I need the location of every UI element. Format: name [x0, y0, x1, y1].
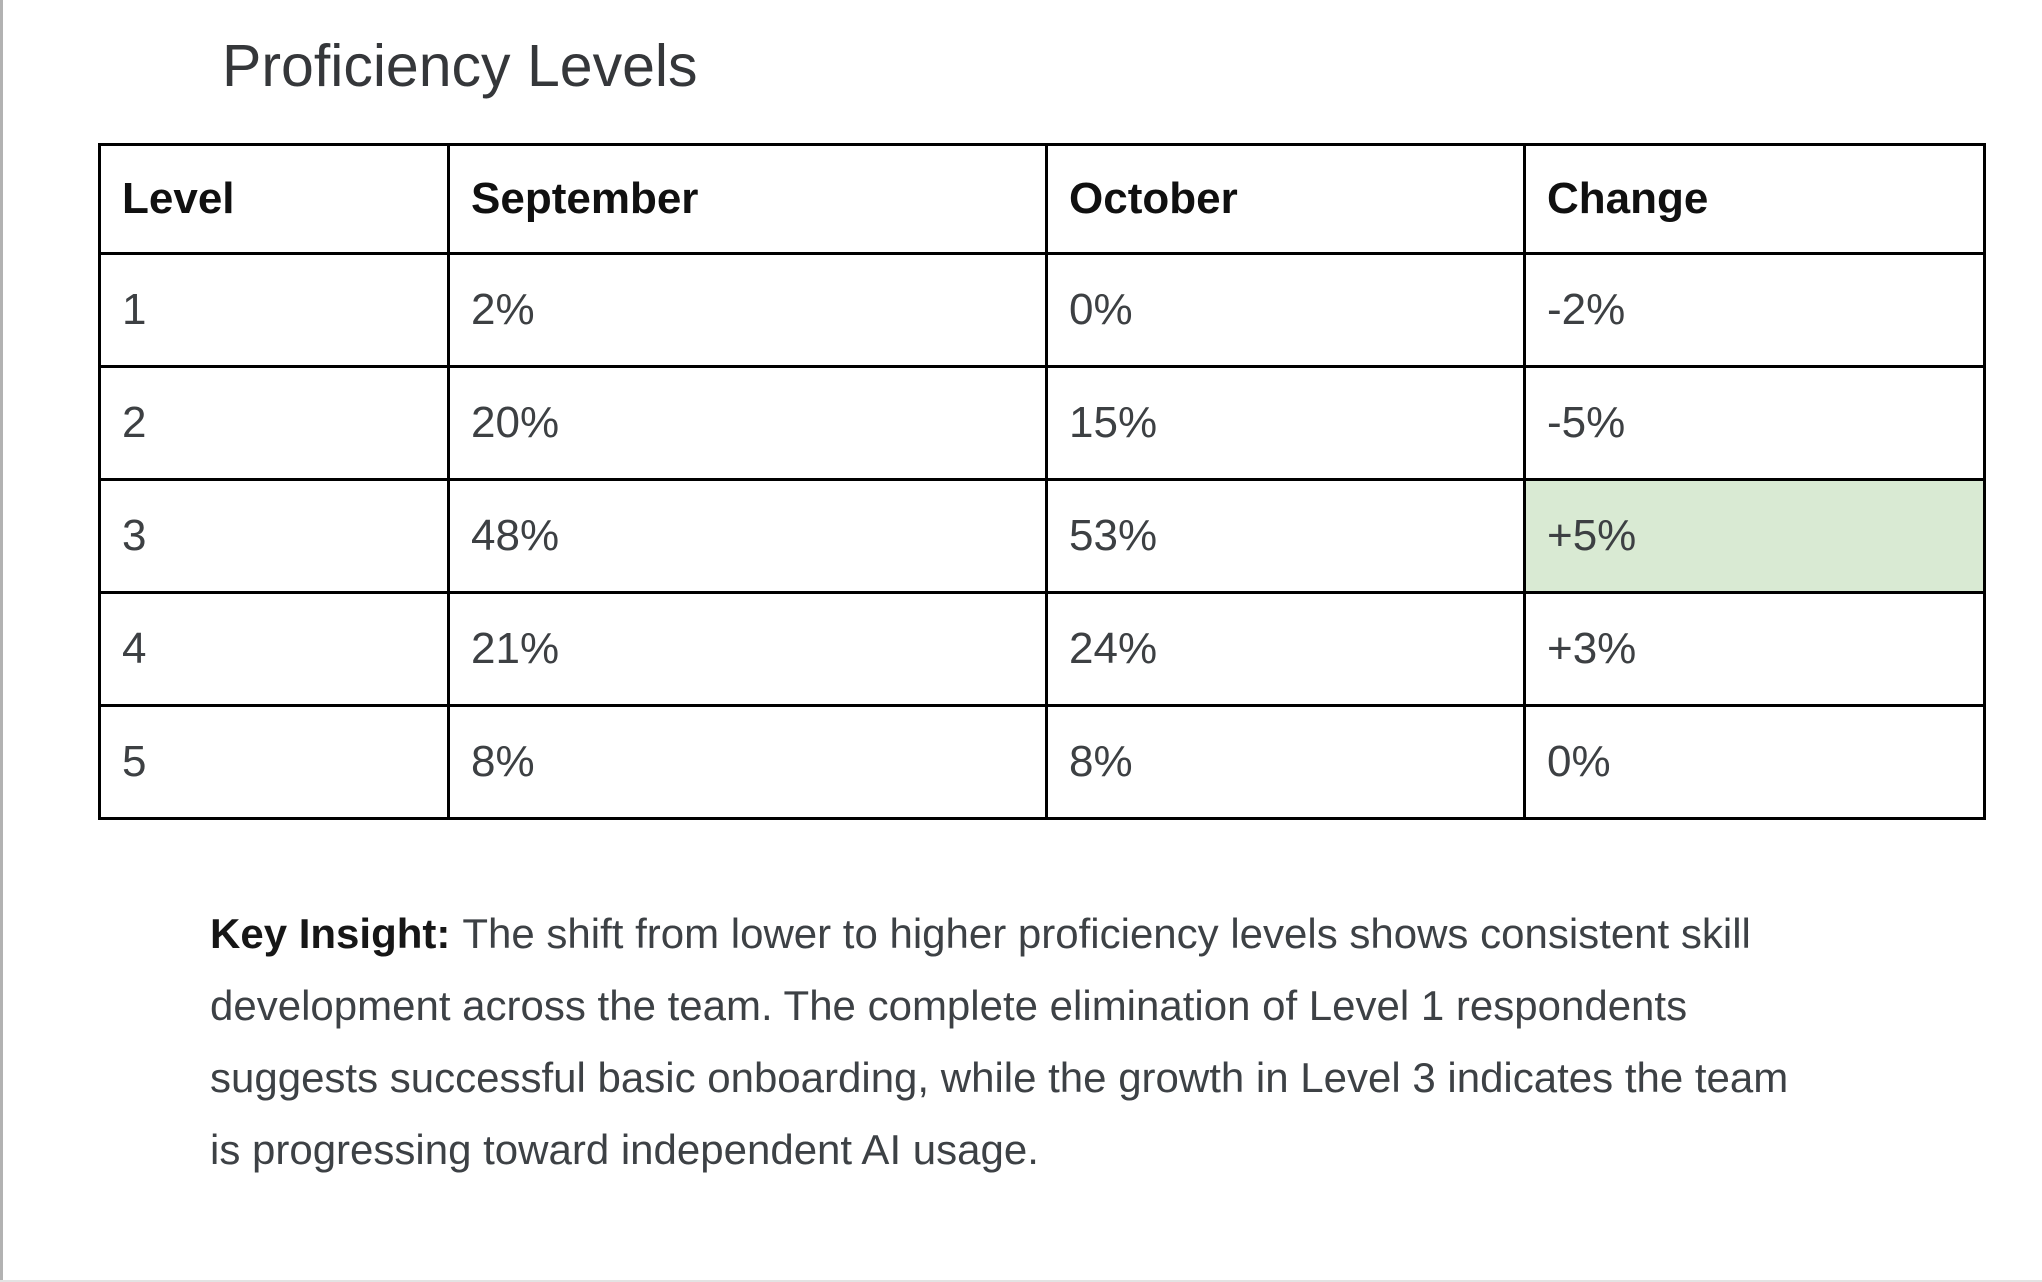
page-title: Proficiency Levels — [222, 33, 698, 99]
table-row: 4 21% 24% +3% — [98, 591, 1986, 707]
page-left-edge-divider — [0, 0, 3, 1282]
change-cell-highlighted: +5% — [1523, 478, 1986, 594]
october-cell: 24% — [1045, 591, 1526, 707]
october-cell: 8% — [1045, 704, 1526, 820]
change-cell: -2% — [1523, 252, 1986, 368]
insight-line: development across the team. The complet… — [210, 982, 1688, 1029]
table-row: 5 8% 8% 0% — [98, 704, 1986, 820]
october-cell: 15% — [1045, 365, 1526, 481]
key-insight-label: Key Insight: — [210, 910, 451, 957]
table-row: 2 20% 15% -5% — [98, 365, 1986, 481]
change-cell: 0% — [1523, 704, 1986, 820]
october-cell: 53% — [1045, 478, 1526, 594]
level-cell: 4 — [98, 591, 450, 707]
september-cell: 21% — [447, 591, 1048, 707]
october-cell: 0% — [1045, 252, 1526, 368]
table-row: 3 48% 53% +5% — [98, 478, 1986, 594]
insight-line: is progressing toward independent AI usa… — [210, 1126, 1039, 1173]
page-bottom-edge-divider — [0, 1280, 2042, 1282]
table-row: 1 2% 0% -2% — [98, 252, 1986, 368]
header-cell-change: Change — [1523, 143, 1986, 255]
september-cell: 2% — [447, 252, 1048, 368]
level-cell: 3 — [98, 478, 450, 594]
september-cell: 48% — [447, 478, 1048, 594]
insight-text: The shift from lower to higher proficien… — [462, 910, 1751, 957]
september-cell: 8% — [447, 704, 1048, 820]
level-cell: 1 — [98, 252, 450, 368]
insight-line: suggests successful basic onboarding, wh… — [210, 1054, 1789, 1101]
change-cell: +3% — [1523, 591, 1986, 707]
september-cell: 20% — [447, 365, 1048, 481]
level-cell: 2 — [98, 365, 450, 481]
table-header-row: Level September October Change — [98, 143, 1986, 255]
header-cell-october: October — [1045, 143, 1526, 255]
header-cell-level: Level — [98, 143, 450, 255]
proficiency-table: Level September October Change 1 2% 0% -… — [98, 143, 1986, 820]
insight-line: Key Insight: The shift from lower to high… — [210, 898, 1788, 970]
change-cell: -5% — [1523, 365, 1986, 481]
level-cell: 5 — [98, 704, 450, 820]
key-insight-paragraph: Key Insight: The shift from lower to high… — [210, 898, 1788, 1186]
header-cell-september: September — [447, 143, 1048, 255]
